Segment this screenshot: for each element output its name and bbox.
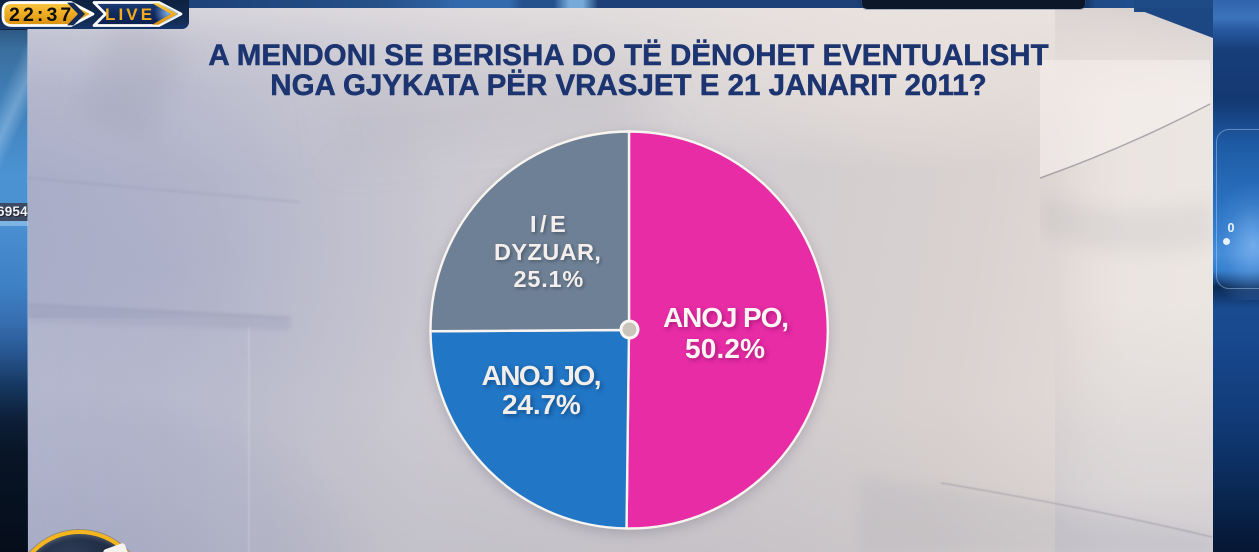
- svg-text:LIVE: LIVE: [105, 5, 155, 24]
- svg-text:22:37: 22:37: [9, 4, 74, 26]
